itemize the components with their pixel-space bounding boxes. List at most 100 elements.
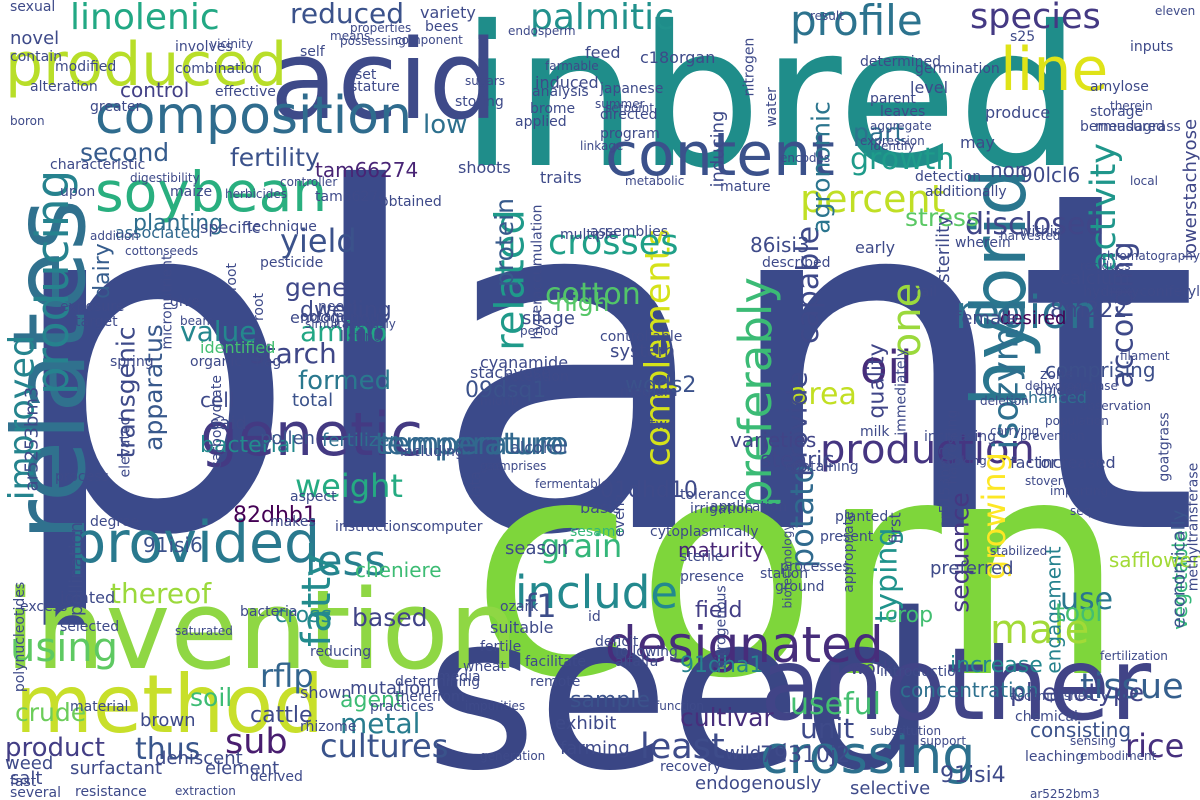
word-concentration: concentration [900, 678, 1039, 702]
word-amino: amino [300, 315, 388, 348]
word-result: result [810, 9, 844, 23]
word-male: male [990, 607, 1090, 653]
word-cultivar: cultivar [680, 703, 774, 732]
word-said: said [210, 413, 247, 434]
word-storing: storing [455, 94, 504, 110]
word-ar5252bm3: ar5252bm3 [1030, 787, 1100, 800]
word-genetic: genetic [200, 400, 424, 470]
word-metabolic: metabolic [625, 174, 685, 188]
word-agent: agent [340, 688, 404, 713]
word-specific: specific [200, 218, 261, 237]
word-82dhb1: 82dhb1 [233, 503, 317, 528]
word-deletion: deletion [980, 394, 1029, 408]
word-temperature: temperature [375, 427, 564, 462]
word-may: may [960, 133, 995, 152]
word-soybean: soybean [95, 160, 328, 224]
word-area: area [790, 377, 857, 412]
word-water: water [763, 87, 780, 127]
word-determining: determining [395, 674, 481, 690]
word-beam: beam [180, 314, 215, 328]
word-female: female [955, 308, 1018, 329]
word-analysis: analysis [532, 84, 589, 100]
word-quality: quality [864, 343, 890, 419]
word-content: content [605, 120, 835, 190]
word-stachyose: stachyose [470, 363, 551, 382]
word-control: control [120, 78, 190, 102]
word-obtain: obtain [300, 309, 345, 325]
word-salt: salt [10, 768, 43, 789]
word-facilitate: facilitate [525, 654, 587, 670]
word-wqds2: wqds2 [625, 373, 697, 398]
word-wherein: wherein [955, 235, 1011, 251]
word-safflower: safflower [1108, 548, 1200, 572]
word-fertilizer: fertilizer [322, 430, 397, 451]
word-brown: brown [140, 710, 196, 731]
word-present: present [820, 529, 874, 545]
word-contain: contain [10, 49, 62, 65]
word-flag: flag [255, 354, 282, 370]
word-fertility: fertility [230, 143, 320, 172]
word-designated: designated [605, 616, 884, 674]
word-described: described [762, 255, 831, 271]
word-goatgrass: goatgrass [1156, 412, 1173, 482]
word-leaching: leaching [1025, 749, 1085, 765]
word-induced: induced [535, 73, 599, 92]
word-dehydrogenase: dehydrogenase [1025, 379, 1118, 393]
word-identified: identified [200, 338, 276, 357]
word-nitrogen: nitrogen [741, 37, 758, 97]
word-jointed: jointed [60, 588, 116, 607]
word-cotton: cotton [545, 277, 641, 312]
word-process: process [55, 469, 109, 485]
word-91dha1: 91dha1 [680, 653, 764, 678]
word-alcohol: alcohol [510, 438, 568, 457]
word-characteristic: characteristic [50, 157, 146, 173]
word-data: data [467, 471, 484, 503]
word-mutation: mutation [350, 678, 432, 699]
word-use: use [1060, 582, 1114, 617]
word-corn: corn [470, 395, 1127, 744]
word-bacterial: bacterial [200, 433, 297, 458]
word-cheniere: cheniere [355, 558, 442, 582]
word-assemblies: assemblies [590, 224, 668, 240]
word-composition: composition [95, 86, 413, 146]
word-crop: crop [885, 603, 934, 628]
word-varieties: varieties [730, 428, 817, 452]
word-acid: acid [270, 16, 499, 144]
word-provided: provided [70, 510, 321, 576]
word-weed: weed [5, 753, 54, 774]
word-consisting: consisting [1030, 718, 1132, 742]
word-first: first [885, 512, 905, 544]
word-sub: sub [225, 722, 288, 762]
word-dwelling: dwelling [300, 298, 392, 323]
word-surfactant: surfactant [70, 758, 163, 779]
word-cross: cross [275, 603, 333, 628]
word-several: several [10, 785, 62, 800]
word-population: population [1045, 414, 1109, 428]
word-factor: factor [1010, 453, 1057, 472]
word-stover: stover [1025, 474, 1063, 488]
word-increased: increased [1038, 453, 1116, 472]
word-recovery: recovery [660, 759, 722, 775]
word-variety: variety [420, 3, 476, 22]
word-hyperaccumulation: hyperaccumulation [529, 204, 546, 340]
word-calcium: calcium [1060, 268, 1130, 289]
word-cytoplasmically: cytoplasmically [650, 524, 759, 540]
word-feed: feed [585, 43, 621, 62]
word-fatty: fatty [293, 553, 340, 647]
word-alfalfa: alfalfa [615, 654, 659, 670]
word-carrying: carrying [990, 424, 1040, 438]
word-id: id [588, 609, 601, 625]
word-processes: processes [780, 559, 850, 575]
word-methyltransferase: methyltransferase [1184, 462, 1200, 592]
word-tissue: tissue [1080, 667, 1184, 707]
word-comprising: comprising [1045, 358, 1156, 382]
word-linkage: linkage [580, 139, 624, 153]
word-obtained: obtained [380, 194, 442, 210]
word-seed: seed [425, 567, 939, 800]
word-enhanced: enhanced [1008, 388, 1087, 407]
word-second: second [80, 138, 170, 167]
word-program: program [600, 126, 660, 142]
word-saturated: saturated [175, 624, 233, 638]
word-gas: gas [480, 459, 502, 473]
